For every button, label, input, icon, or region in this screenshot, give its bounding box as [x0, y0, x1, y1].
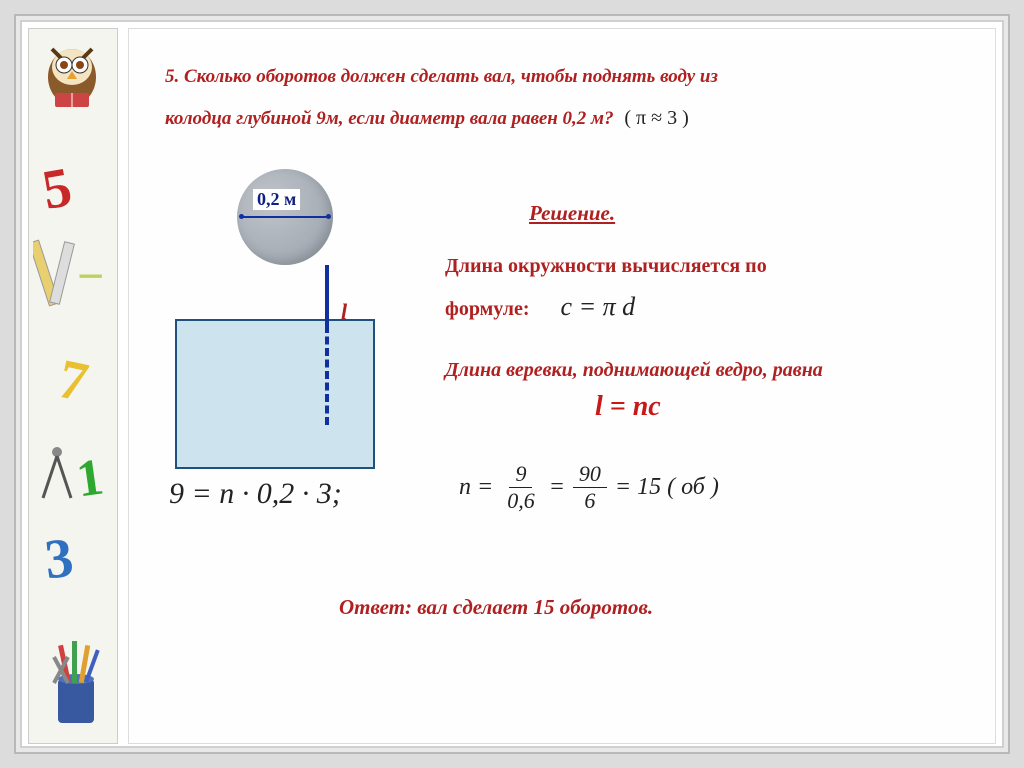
frac1-den: 0,6	[501, 488, 541, 514]
fraction-1: 9 0,6	[501, 461, 541, 514]
problem-line2: колодца глубиной 9м, если диаметр вала р…	[165, 108, 614, 129]
eq2-rhs: = 15 ( об )	[615, 474, 719, 501]
well-diagram: 0,2 м l	[175, 169, 435, 439]
frac1-num: 9	[509, 461, 532, 488]
sidebar-digit-7: 7	[53, 347, 94, 415]
frac2-den: 6	[578, 488, 601, 514]
sidebar-digit-5: 5	[38, 155, 77, 223]
problem-statement: 5. Сколько оборотов должен сделать вал, …	[165, 57, 959, 139]
well-rectangle	[175, 319, 375, 469]
fraction-2: 90 6	[573, 461, 607, 514]
rope-length-label: l	[341, 299, 347, 325]
ruler-icon	[33, 234, 79, 314]
content-area: 5. Сколько оборотов должен сделать вал, …	[128, 28, 996, 744]
problem-line1: 5. Сколько оборотов должен сделать вал, …	[165, 66, 718, 87]
diameter-label: 0,2 м	[253, 189, 300, 210]
eq2-lhs: n =	[459, 474, 493, 501]
sidebar-minus: −	[77, 249, 104, 304]
rope-dashed	[325, 325, 329, 425]
circumference-statement: Длина окружности вычисляется по формуле:…	[445, 251, 945, 326]
final-answer: Ответ: вал сделает 15 оборотов.	[339, 595, 653, 620]
rope-solid	[325, 265, 329, 325]
circ-text1: Длина окружности вычисляется по	[445, 255, 767, 277]
owl-icon	[37, 35, 107, 115]
equation-substitution: 9 = n · 0,2 · 3;	[169, 477, 342, 511]
solution-heading: Решение.	[529, 201, 615, 226]
eq-mid1: =	[549, 474, 565, 501]
pi-approximation: ( π ≈ 3 )	[624, 107, 688, 129]
rope-formula: l = nc	[595, 391, 661, 423]
diameter-line	[241, 216, 329, 218]
rope-length-statement: Длина веревки, поднимающей ведро, равна	[445, 359, 823, 382]
pencil-cup-icon	[44, 639, 108, 729]
circumference-formula: c = π d	[561, 287, 636, 326]
frac2-num: 90	[573, 461, 607, 488]
equation-solve-n: n = 9 0,6 = 90 6 = 15 ( об )	[459, 461, 719, 514]
decorative-sidebar: 5 − 7 1 3	[28, 28, 118, 744]
slide-frame: 5 − 7 1 3 5. Сколько оборотов должен сде…	[14, 14, 1010, 754]
sidebar-digit-3: 3	[42, 526, 77, 593]
circ-text2: формуле:	[445, 298, 530, 320]
